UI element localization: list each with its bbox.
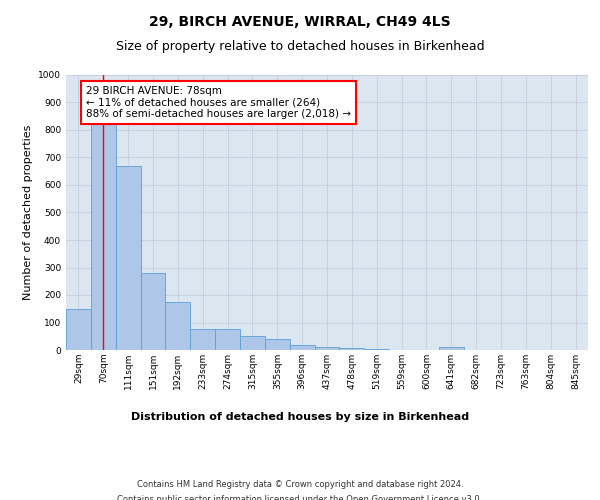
Text: Contains HM Land Registry data © Crown copyright and database right 2024.: Contains HM Land Registry data © Crown c…: [137, 480, 463, 489]
Bar: [116, 166, 140, 350]
Bar: [66, 308, 91, 350]
Bar: [166, 302, 190, 350]
Bar: [190, 330, 215, 350]
Text: 29 BIRCH AVENUE: 78sqm
← 11% of detached houses are smaller (264)
88% of semi-de: 29 BIRCH AVENUE: 78sqm ← 11% of detached…: [86, 86, 351, 119]
Y-axis label: Number of detached properties: Number of detached properties: [23, 125, 32, 300]
Text: Size of property relative to detached houses in Birkenhead: Size of property relative to detached ho…: [116, 40, 484, 53]
Bar: [265, 339, 290, 350]
Bar: [215, 330, 240, 350]
Bar: [364, 348, 389, 350]
Bar: [314, 346, 340, 350]
Bar: [240, 336, 265, 350]
Text: 29, BIRCH AVENUE, WIRRAL, CH49 4LS: 29, BIRCH AVENUE, WIRRAL, CH49 4LS: [149, 15, 451, 29]
Bar: [140, 273, 166, 350]
Bar: [290, 344, 314, 350]
Bar: [439, 347, 464, 350]
Text: Contains public sector information licensed under the Open Government Licence v3: Contains public sector information licen…: [118, 495, 482, 500]
Bar: [340, 348, 364, 350]
Text: Distribution of detached houses by size in Birkenhead: Distribution of detached houses by size …: [131, 412, 469, 422]
Bar: [91, 124, 116, 350]
